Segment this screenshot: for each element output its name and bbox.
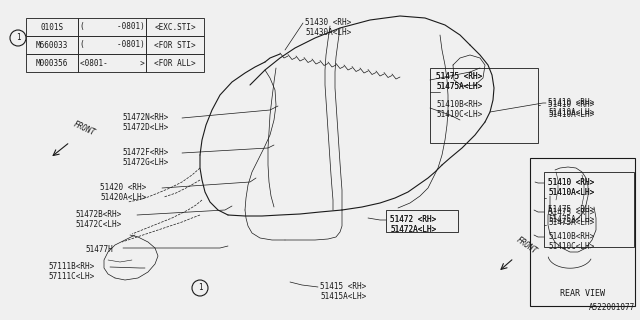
Text: 51472D<LH>: 51472D<LH> [122, 123, 168, 132]
Text: (       -0801): ( -0801) [79, 41, 145, 50]
Text: 51410B<RH>: 51410B<RH> [548, 232, 595, 241]
Text: 51475A<LH>: 51475A<LH> [548, 215, 595, 224]
Text: 51472 <RH>: 51472 <RH> [390, 215, 436, 224]
Text: REAR VIEW: REAR VIEW [560, 289, 605, 298]
Text: (       -0801): ( -0801) [79, 22, 145, 31]
Bar [78, 36, 146, 54]
Text: 51475A<LH>: 51475A<LH> [548, 218, 595, 227]
Text: M000356: M000356 [36, 59, 68, 68]
Text: 51410A<LH>: 51410A<LH> [548, 110, 595, 119]
Bar [530, 158, 635, 306]
Text: FRONT: FRONT [515, 236, 539, 256]
Text: <FOR ALL>: <FOR ALL> [154, 59, 196, 68]
Text: <FOR STI>: <FOR STI> [154, 41, 196, 50]
Text: 51410 <RH>: 51410 <RH> [548, 178, 595, 187]
Text: 51410A<LH>: 51410A<LH> [548, 188, 595, 197]
Text: 51477H: 51477H [85, 245, 113, 254]
Bar [544, 172, 634, 247]
Text: 51410B<RH>: 51410B<RH> [436, 100, 483, 109]
Text: 51475 <RH>: 51475 <RH> [436, 72, 483, 81]
Text: 51430 <RH>: 51430 <RH> [305, 18, 351, 27]
Text: 51472G<LH>: 51472G<LH> [122, 158, 168, 167]
Bar [146, 18, 204, 36]
Bar [78, 54, 146, 72]
Text: 51415A<LH>: 51415A<LH> [320, 292, 366, 301]
Text: 51410A<LH>: 51410A<LH> [548, 108, 595, 117]
Text: 51472N<RH>: 51472N<RH> [122, 113, 168, 122]
Text: 57111C<LH>: 57111C<LH> [48, 272, 94, 281]
Text: <EXC.STI>: <EXC.STI> [154, 22, 196, 31]
Bar [78, 18, 146, 36]
Text: A522001077: A522001077 [589, 303, 635, 312]
Text: 51475A<LH>: 51475A<LH> [436, 82, 483, 91]
Text: 51415 <RH>: 51415 <RH> [320, 282, 366, 291]
Text: 51420 <RH>: 51420 <RH> [100, 183, 147, 192]
Text: FRONT: FRONT [72, 120, 97, 138]
Text: 51475 <RH>: 51475 <RH> [548, 208, 595, 217]
Text: 51472F<RH>: 51472F<RH> [122, 148, 168, 157]
Bar [146, 36, 204, 54]
Text: 51420A<LH>: 51420A<LH> [100, 193, 147, 202]
Text: 51472B<RH>: 51472B<RH> [75, 210, 121, 219]
Text: 51430A<LH>: 51430A<LH> [305, 28, 351, 37]
Bar [26, 54, 78, 72]
Text: 51475 <RH>: 51475 <RH> [436, 72, 483, 81]
Text: 1: 1 [16, 34, 20, 43]
Text: 51410 <RH>: 51410 <RH> [548, 100, 595, 109]
Text: 51410C<LH>: 51410C<LH> [548, 242, 595, 251]
Text: 0101S: 0101S [40, 22, 63, 31]
Text: 51475 <RH>: 51475 <RH> [548, 205, 595, 214]
Text: <0801-       >: <0801- > [79, 59, 145, 68]
Text: 51410 <RH>: 51410 <RH> [548, 178, 595, 187]
Text: 51410C<LH>: 51410C<LH> [436, 110, 483, 119]
Text: 57111B<RH>: 57111B<RH> [48, 262, 94, 271]
Text: 51410 <RH>: 51410 <RH> [548, 98, 595, 107]
Bar [26, 36, 78, 54]
Text: 51410A<LH>: 51410A<LH> [548, 188, 595, 197]
Bar [386, 210, 458, 232]
Bar [430, 68, 538, 143]
Text: 51475A<LH>: 51475A<LH> [436, 82, 483, 91]
Text: M660033: M660033 [36, 41, 68, 50]
Bar [146, 54, 204, 72]
Text: 1: 1 [198, 284, 202, 292]
Text: 51472C<LH>: 51472C<LH> [75, 220, 121, 229]
Bar [26, 18, 78, 36]
Text: 51472A<LH>: 51472A<LH> [390, 225, 436, 234]
Text: 51472 <RH>: 51472 <RH> [390, 215, 436, 224]
Text: 51472A<LH>: 51472A<LH> [390, 225, 436, 234]
